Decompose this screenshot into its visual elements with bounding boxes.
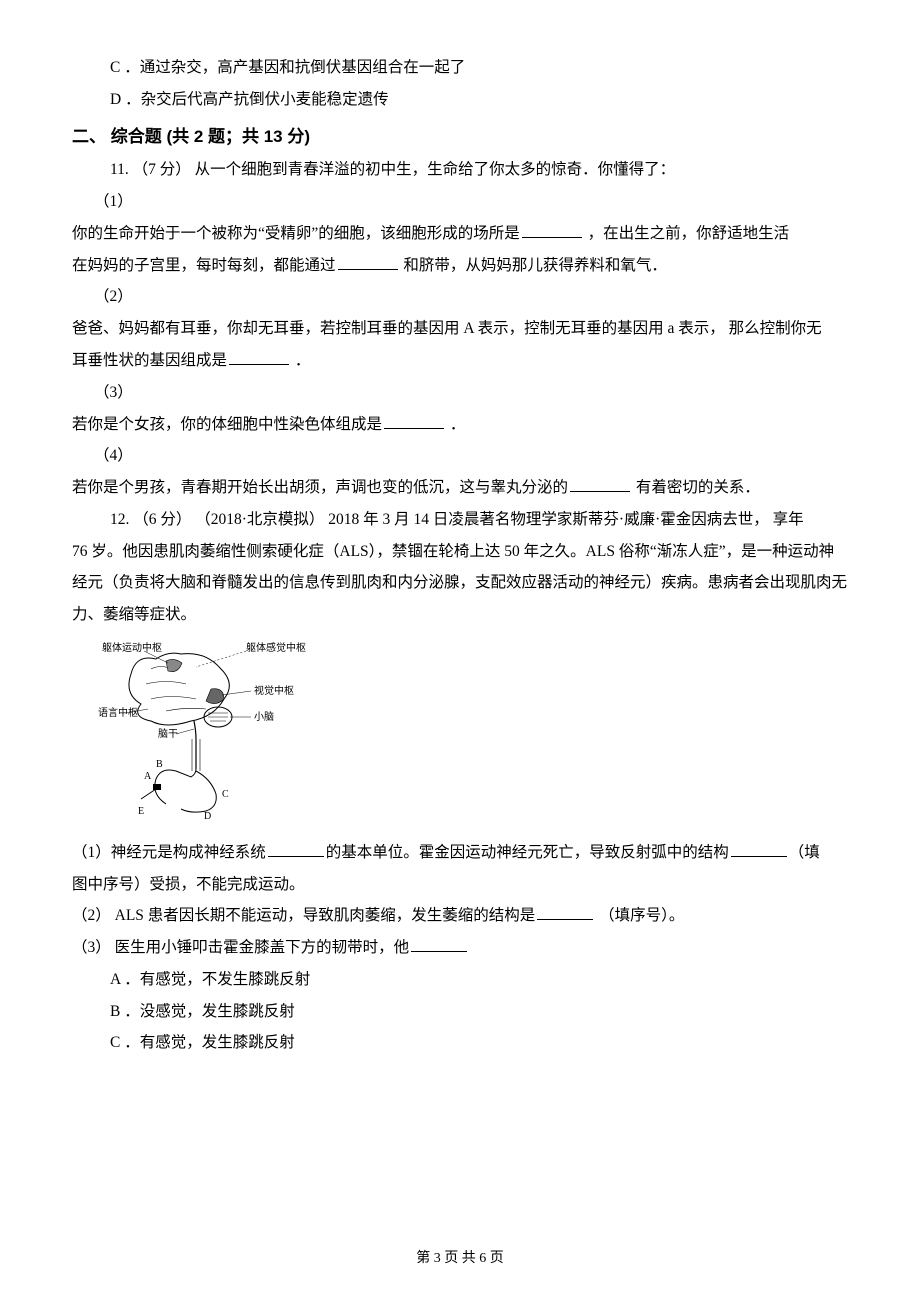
q11-p3-text-a: 若你是个女孩，你的体细胞中性染色体组成是 bbox=[72, 416, 382, 433]
section-2-title: 二、 综合题 (共 2 题；共 13 分) bbox=[72, 120, 848, 155]
q11-p2-text-a: 爸爸、妈妈都有耳垂，你却无耳垂，若控制耳垂的基因用 A 表示，控制无耳垂的基因用… bbox=[72, 320, 822, 337]
blank-fill[interactable] bbox=[522, 221, 582, 238]
q12-stem-b: 76 岁。他因患肌肉萎缩性侧索硬化症（ALS），禁锢在轮椅上达 50 年之久。A… bbox=[72, 536, 848, 568]
brain-reflex-figure: 躯体运动中枢 躯体感觉中枢 视觉中枢 小脑 语言中枢 脑干 A B C D E bbox=[96, 639, 306, 829]
q12-s1-text-c: （填 bbox=[789, 844, 820, 861]
prev-option-c: C ．通过杂交，高产基因和抗倒伏基因组合在一起了 bbox=[72, 52, 848, 84]
q12-stem-a: 12. （6 分） （2018·北京模拟） 2018 年 3 月 14 日凌晨著… bbox=[72, 504, 848, 536]
q12-s1-text-a: （1）神经元是构成神经系统 bbox=[72, 844, 266, 861]
q12-s2: （2） ALS 患者因长期不能运动，导致肌肉萎缩，发生萎缩的结构是 （填序号）。 bbox=[72, 900, 848, 932]
fig-label-b: B bbox=[156, 759, 163, 770]
blank-fill[interactable] bbox=[731, 840, 787, 857]
blank-fill[interactable] bbox=[570, 476, 630, 493]
fig-label-a: A bbox=[144, 771, 152, 782]
q11-stem: 11. （7 分） 从一个细胞到青春洋溢的初中生，生命给了你太多的惊奇．你懂得了… bbox=[72, 154, 848, 186]
q11-p3-text-b: ． bbox=[446, 416, 465, 433]
q11-p4-body: 若你是个男孩，青春期开始长出胡须，声调也变的低沉，这与睾丸分泌的 有着密切的关系… bbox=[72, 472, 848, 504]
page-footer: 第 3 页 共 6 页 bbox=[0, 1245, 920, 1274]
blank-fill[interactable] bbox=[537, 904, 593, 921]
q11-p4-label: （4） bbox=[72, 440, 848, 472]
blank-fill[interactable] bbox=[338, 253, 398, 270]
fig-label-e: E bbox=[138, 806, 144, 817]
q12-stem-c: 经元（负责将大脑和脊髓发出的信息传到肌肉和内分泌腺，支配效应器活动的神经元）疾病… bbox=[72, 567, 848, 599]
q12-s2-text-a: （2） ALS 患者因长期不能运动，导致肌肉萎缩，发生萎缩的结构是 bbox=[72, 907, 535, 924]
q11-p1-body: 你的生命开始于一个被称为“受精卵”的细胞，该细胞形成的场所是 ，在出生之前，你舒… bbox=[72, 218, 848, 250]
fig-label-c: C bbox=[222, 789, 229, 800]
fig-label-language: 语言中枢 bbox=[98, 706, 138, 719]
blank-fill[interactable] bbox=[229, 348, 289, 365]
q12-option-c: C ．有感觉，发生膝跳反射 bbox=[72, 1027, 848, 1059]
q12-s1: （1）神经元是构成神经系统 的基本单位。霍金因运动神经元死亡，导致反射弧中的结构 （… bbox=[72, 837, 848, 869]
blank-fill[interactable] bbox=[384, 412, 444, 429]
q12-s1-cont: 图中序号）受损，不能完成运动。 bbox=[72, 869, 848, 901]
q11-p4-text-a: 若你是个男孩，青春期开始长出胡须，声调也变的低沉，这与睾丸分泌的 bbox=[72, 479, 568, 496]
q12-option-a: A ．有感觉，不发生膝跳反射 bbox=[72, 964, 848, 996]
fig-label-d: D bbox=[204, 811, 211, 822]
q11-p1-body2: 在妈妈的子宫里，每时每刻，都能通过 和脐带，从妈妈那儿获得养料和氧气． bbox=[72, 250, 848, 282]
q12-s3-text-a: （3） 医生用小锤叩击霍金膝盖下方的韧带时，他 bbox=[72, 939, 409, 956]
q11-p3-label: （3） bbox=[72, 377, 848, 409]
fig-label-motor: 躯体运动中枢 bbox=[102, 641, 162, 654]
blank-fill[interactable] bbox=[268, 840, 324, 857]
q11-p2-body2: 耳垂性状的基因组成是 ． bbox=[72, 345, 848, 377]
q11-p1-text-b: ，在出生之前，你舒适地生活 bbox=[584, 225, 789, 242]
q11-p2-text-b: 耳垂性状的基因组成是 bbox=[72, 352, 227, 369]
q12-s1-text-b: 的基本单位。霍金因运动神经元死亡，导致反射弧中的结构 bbox=[326, 844, 729, 861]
q12-s3: （3） 医生用小锤叩击霍金膝盖下方的韧带时，他 bbox=[72, 932, 848, 964]
fig-label-vision: 视觉中枢 bbox=[254, 684, 294, 697]
q11-p4-text-b: 有着密切的关系． bbox=[632, 479, 760, 496]
q11-p2-label: （2） bbox=[72, 281, 848, 313]
q11-p3-body: 若你是个女孩，你的体细胞中性染色体组成是 ． bbox=[72, 409, 848, 441]
fig-label-cerebellum: 小脑 bbox=[254, 710, 274, 723]
q11-p1-text-a: 你的生命开始于一个被称为“受精卵”的细胞，该细胞形成的场所是 bbox=[72, 225, 520, 242]
q12-s2-text-b: （填序号）。 bbox=[595, 907, 684, 924]
fig-label-sense: 躯体感觉中枢 bbox=[246, 641, 306, 654]
blank-fill[interactable] bbox=[411, 936, 467, 953]
q11-p2-body: 爸爸、妈妈都有耳垂，你却无耳垂，若控制耳垂的基因用 A 表示，控制无耳垂的基因用… bbox=[72, 313, 848, 345]
q11-p1-text-c: 在妈妈的子宫里，每时每刻，都能通过 bbox=[72, 257, 336, 274]
q12-stem-d: 力、萎缩等症状。 bbox=[72, 599, 848, 631]
q12-option-b: B ．没感觉，发生膝跳反射 bbox=[72, 996, 848, 1028]
q11-p2-text-c: ． bbox=[291, 352, 310, 369]
prev-option-d: D ．杂交后代高产抗倒伏小麦能稳定遗传 bbox=[72, 84, 848, 116]
q11-p1-text-d: 和脐带，从妈妈那儿获得养料和氧气． bbox=[400, 257, 667, 274]
fig-label-brainstem: 脑干 bbox=[158, 727, 178, 740]
q11-p1-label: （1） bbox=[72, 186, 848, 218]
